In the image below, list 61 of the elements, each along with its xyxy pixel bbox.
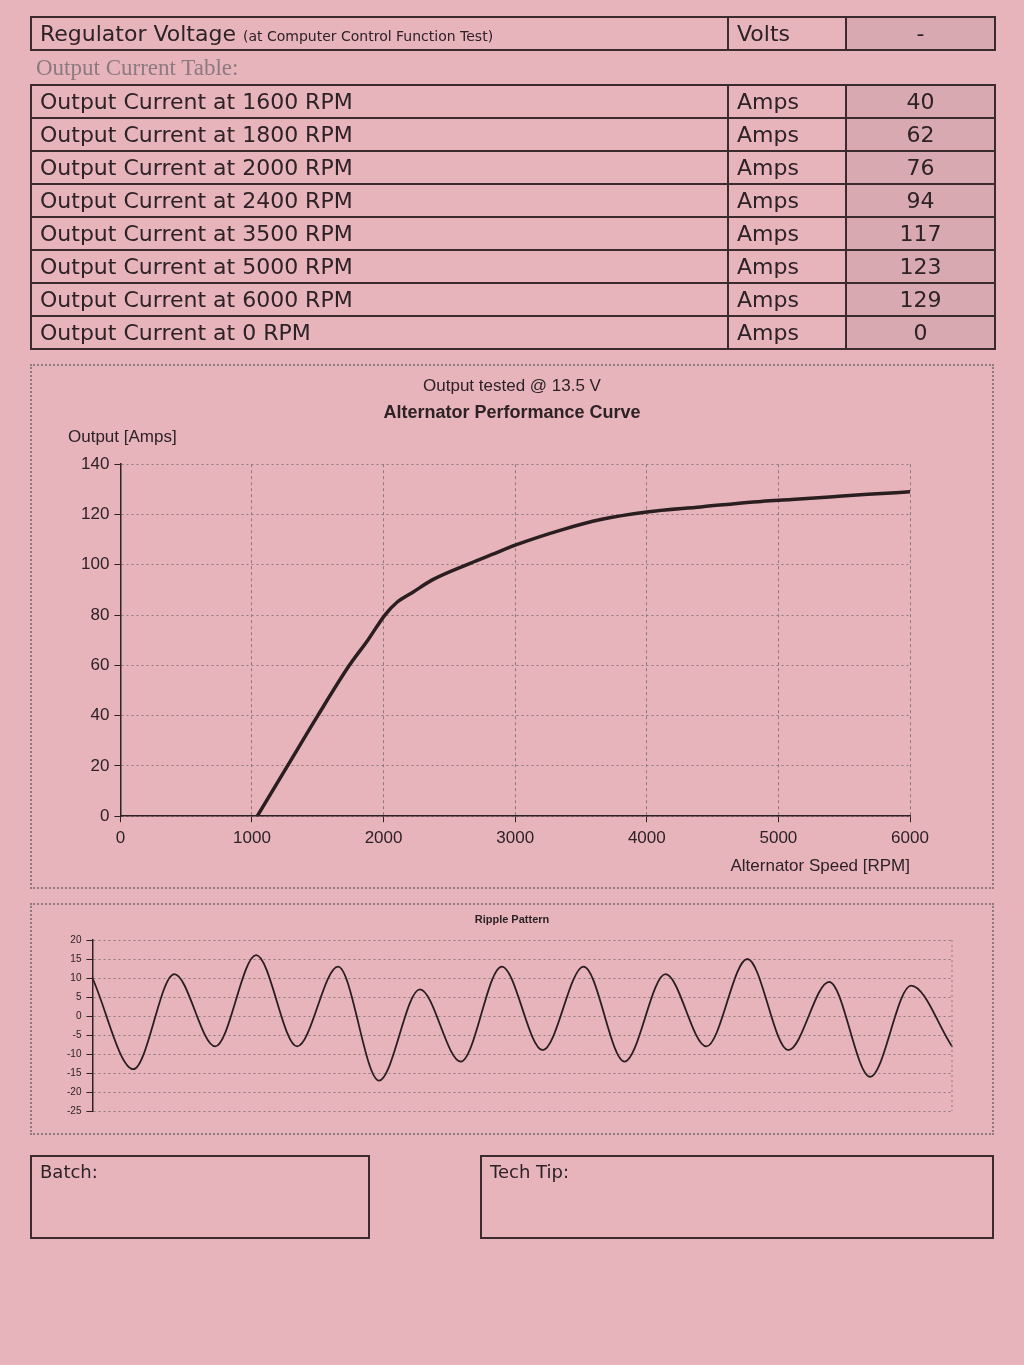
y-tick-label: 100 <box>80 554 110 574</box>
category-label: Output Current at 2000 RPM <box>31 151 728 184</box>
x-tick-label: 5000 <box>759 828 798 848</box>
text: Regulator Voltage <box>40 21 236 46</box>
text: Amps <box>728 85 846 118</box>
data-label: 117 <box>846 217 995 250</box>
input-field: Batch: <box>30 1155 370 1239</box>
x-axis-title: Alternator Speed [RPM] <box>730 856 910 876</box>
text: Amps <box>737 188 799 213</box>
x-tick-label: 3000 <box>496 828 535 848</box>
text: Amps <box>737 122 799 147</box>
x-tick-label: 1000 <box>233 828 271 848</box>
text: Amps <box>737 254 799 279</box>
text: (at Computer Control Function Test) <box>242 28 494 44</box>
text: Amps <box>737 287 799 312</box>
x-tick-label: 2000 <box>364 828 403 848</box>
data-label: 62 <box>846 118 995 151</box>
text: Amps <box>737 155 799 180</box>
text: Amps <box>737 221 799 246</box>
y-tick-label: 80 <box>90 604 110 624</box>
text: Output Current Table: <box>35 54 240 82</box>
y-tick-label: 5 <box>75 990 82 1002</box>
y-tick-label: 0 <box>75 1009 82 1021</box>
y-tick-label: 10 <box>70 971 82 983</box>
chart-title: Ripple Pattern <box>473 913 551 925</box>
y-tick-label: 20 <box>90 755 110 775</box>
y-tick-label: 15 <box>70 952 82 964</box>
data-label: 129 <box>846 283 995 316</box>
category-label: Output Current at 5000 RPM <box>31 250 728 283</box>
data-label: 94 <box>846 184 995 217</box>
category-label: Output Current at 2400 RPM <box>31 184 728 217</box>
category-label: Output Current at 1600 RPM <box>31 85 728 118</box>
category-label: Output Current at 1800 RPM <box>31 118 728 151</box>
data-label: 76 <box>846 151 995 184</box>
input-field: Tech Tip: <box>480 1155 994 1239</box>
x-tick-label: 4000 <box>627 828 666 848</box>
x-tick-label: 6000 <box>891 828 929 848</box>
data-label: 0 <box>846 316 995 349</box>
y-tick-label: 60 <box>90 655 110 675</box>
chart-subtitle: Output tested @ 13.5 V <box>422 376 602 396</box>
y-tick-label: -15 <box>67 1066 82 1078</box>
y-tick-label: 140 <box>80 453 110 473</box>
text: Volts <box>728 17 846 50</box>
y-axis-title: Output [Amps] <box>68 427 178 447</box>
y-tick-label: 0 <box>99 805 110 825</box>
y-tick-label: 20 <box>70 933 82 945</box>
category-label: Output Current at 3500 RPM <box>31 217 728 250</box>
text: - <box>846 17 995 50</box>
y-tick-label: 120 <box>80 504 110 524</box>
y-tick-label: 40 <box>90 705 110 725</box>
category-label: Output Current at 6000 RPM <box>31 283 728 316</box>
x-tick-label: 0 <box>115 828 126 848</box>
data-label: 40 <box>846 85 995 118</box>
text: Amps <box>737 320 799 345</box>
y-tick-label: -5 <box>72 1028 82 1040</box>
data-label: 123 <box>846 250 995 283</box>
y-tick-label: -25 <box>67 1104 82 1116</box>
category-label: Output Current at 0 RPM <box>31 316 728 349</box>
chart-title: Alternator Performance Curve <box>382 402 642 423</box>
y-tick-label: -20 <box>67 1085 82 1097</box>
y-tick-label: -10 <box>67 1047 82 1059</box>
